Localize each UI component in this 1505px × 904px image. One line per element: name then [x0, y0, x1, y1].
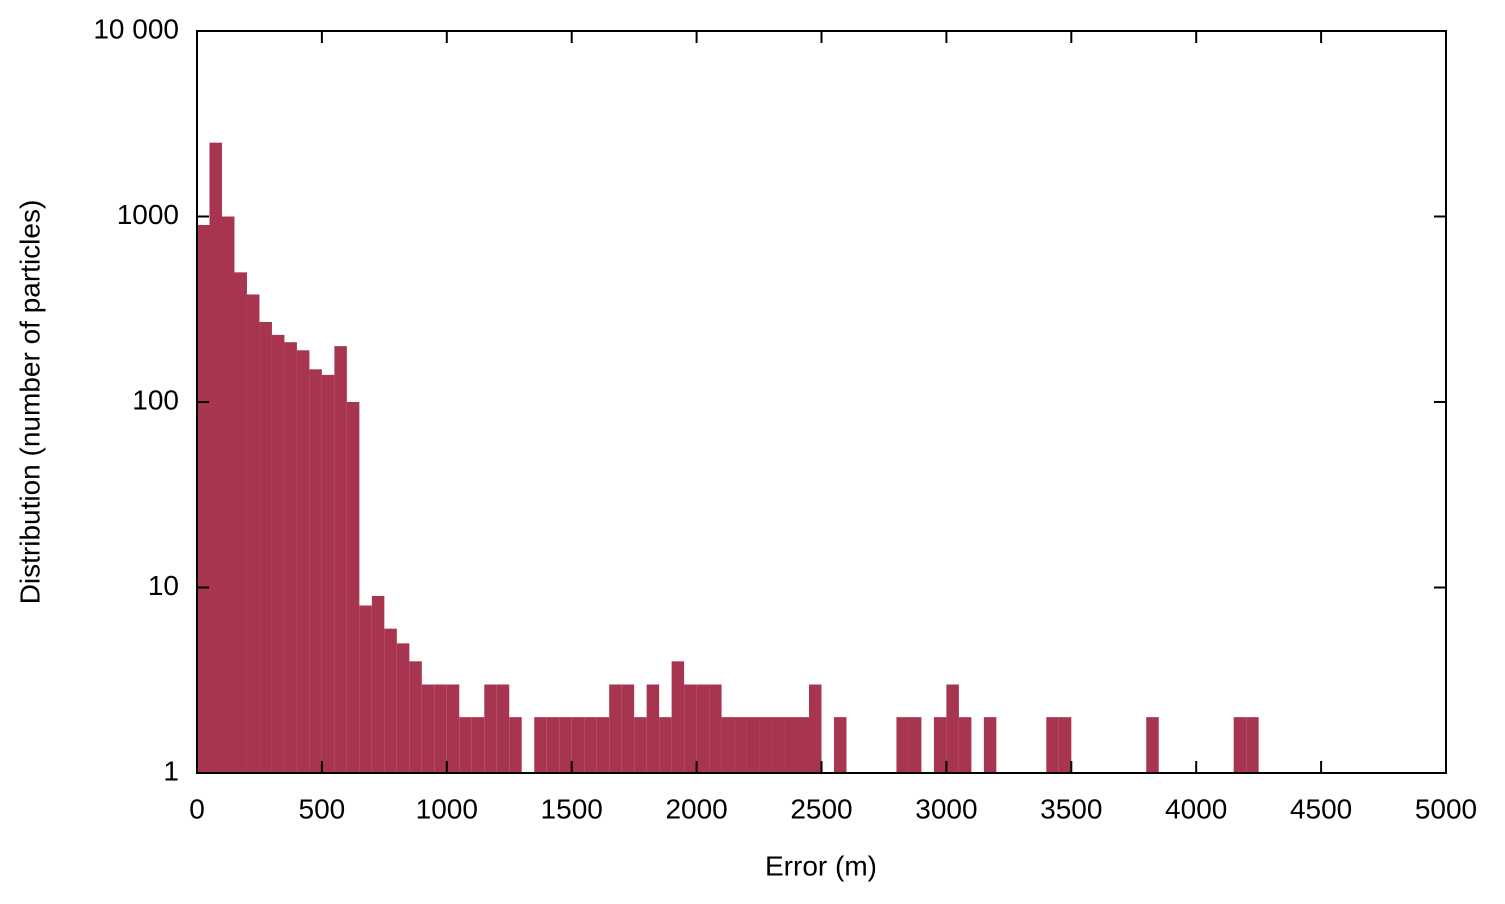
bar: [696, 684, 710, 773]
bar: [509, 717, 522, 773]
bar: [496, 684, 510, 773]
bar: [396, 643, 410, 773]
x-tick-label: 4500: [1290, 793, 1352, 824]
x-tick-label: 3000: [915, 793, 977, 824]
bar: [684, 684, 697, 773]
bar: [384, 628, 397, 773]
x-tick-label: 1500: [541, 793, 603, 824]
bar: [409, 661, 422, 773]
bar: [1046, 717, 1059, 773]
bar: [484, 684, 497, 773]
bar: [734, 717, 747, 773]
bar: [321, 374, 335, 773]
bar: [296, 350, 310, 773]
bar: [746, 717, 760, 773]
bar: [584, 717, 597, 773]
bar: [534, 717, 547, 773]
bar: [646, 684, 660, 773]
bar: [983, 717, 997, 773]
bar: [371, 595, 385, 773]
bar: [721, 717, 735, 773]
x-tick-label: 0: [189, 793, 205, 824]
bar: [559, 717, 572, 773]
x-tick-label: 5000: [1415, 793, 1477, 824]
bar: [634, 717, 647, 773]
bar: [546, 717, 560, 773]
x-tick-label: 500: [299, 793, 346, 824]
x-tick-label: 2000: [665, 793, 727, 824]
bar: [958, 717, 972, 773]
bar: [359, 605, 372, 773]
bar: [796, 717, 810, 773]
bar: [896, 717, 909, 773]
bar: [234, 272, 247, 773]
bar: [309, 369, 322, 773]
y-tick-label: 1000: [117, 199, 179, 230]
bar: [1058, 717, 1072, 773]
bar: [621, 684, 635, 773]
y-tick-label: 10 000: [93, 13, 179, 44]
x-axis-label: Error (m): [765, 850, 877, 881]
bar: [1246, 717, 1259, 773]
bar: [671, 661, 685, 773]
bar: [284, 342, 297, 773]
bar: [908, 717, 922, 773]
bar: [446, 684, 460, 773]
bar: [933, 717, 947, 773]
bar: [659, 717, 672, 773]
bar: [709, 684, 722, 773]
x-tick-label: 3500: [1040, 793, 1102, 824]
bar: [246, 294, 260, 773]
x-tick-label: 1000: [416, 793, 478, 824]
bar: [609, 684, 622, 773]
bar: [459, 717, 472, 773]
bar: [759, 717, 772, 773]
bar: [334, 346, 347, 773]
bar: [434, 684, 447, 773]
y-tick-label: 1: [163, 755, 179, 786]
bar: [271, 334, 285, 773]
bar: [571, 717, 585, 773]
bar: [421, 684, 435, 773]
bar: [771, 717, 785, 773]
x-tick-label: 4000: [1165, 793, 1227, 824]
bar: [221, 216, 235, 773]
bar: [259, 321, 272, 773]
y-tick-label: 100: [132, 384, 179, 415]
y-tick-label: 10: [148, 570, 179, 601]
bar: [1146, 717, 1159, 773]
bar: [1233, 717, 1247, 773]
y-axis-label: Distribution (number of particles): [14, 200, 45, 605]
bar: [471, 717, 485, 773]
bar: [209, 142, 222, 773]
bar: [346, 402, 360, 773]
bar: [197, 224, 210, 773]
bar: [833, 717, 847, 773]
x-tick-label: 2500: [790, 793, 852, 824]
bar: [809, 684, 822, 773]
bar: [946, 684, 959, 773]
bar: [784, 717, 797, 773]
bar: [596, 717, 610, 773]
